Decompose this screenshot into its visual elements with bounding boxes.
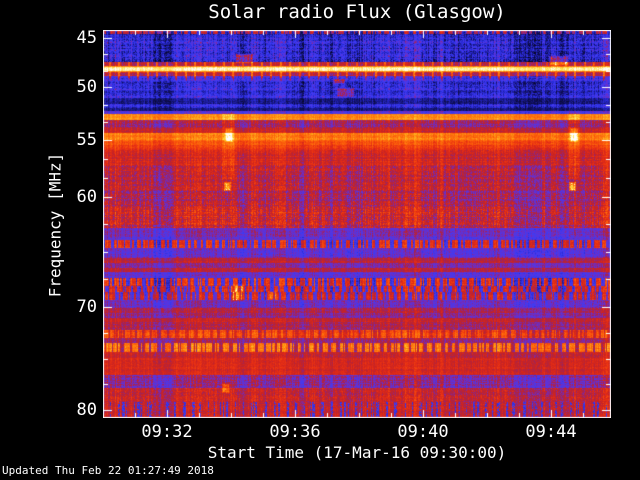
y-tick-label: 50 [76, 77, 97, 97]
spectrogram-canvas [103, 30, 611, 418]
y-axis-label: Frequency [MHz] [45, 152, 65, 298]
chart-title: Solar radio Flux (Glasgow) [208, 1, 506, 23]
y-tick-label: 80 [76, 400, 97, 420]
x-axis-label: Start Time (17-Mar-16 09:30:00) [207, 443, 507, 462]
x-tick-label: 09:44 [525, 422, 577, 442]
y-tick-label: 60 [76, 187, 97, 207]
x-tick-label: 09:36 [269, 422, 321, 442]
y-tick-label: 55 [76, 130, 97, 150]
y-tick-label: 70 [76, 297, 97, 317]
y-tick-label: 45 [76, 28, 97, 48]
updated-timestamp: Updated Thu Feb 22 01:27:49 2018 [2, 464, 214, 477]
x-tick-label: 09:32 [141, 422, 193, 442]
x-tick-label: 09:40 [397, 422, 449, 442]
